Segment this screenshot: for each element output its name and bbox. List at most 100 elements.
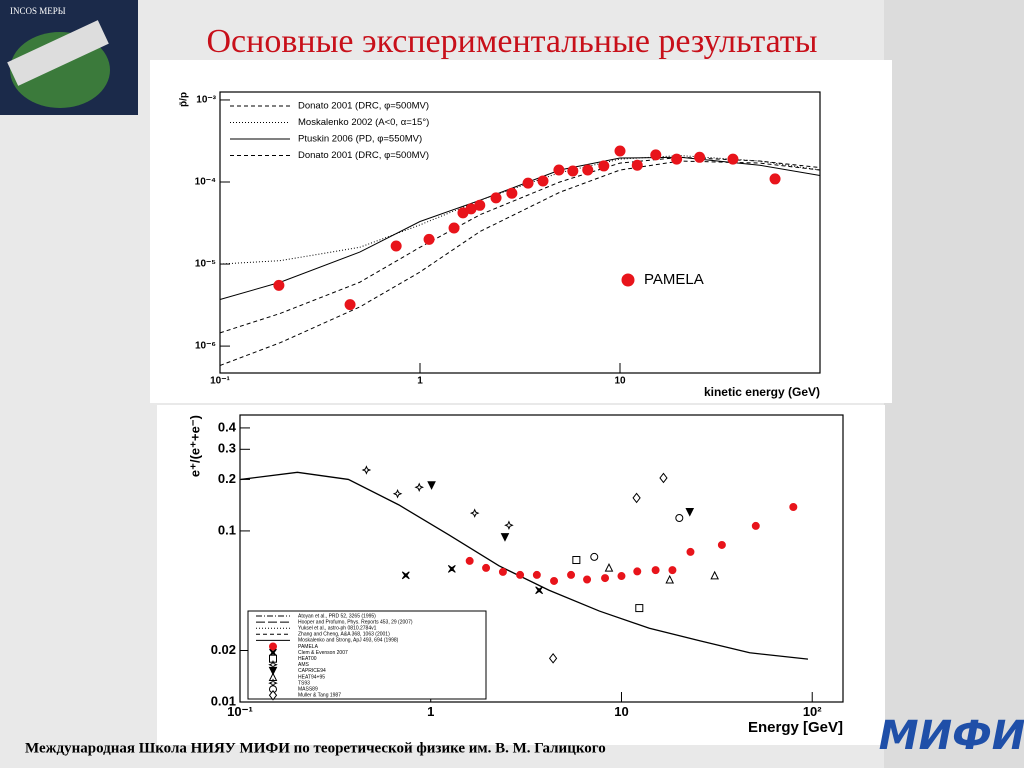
data-point xyxy=(671,153,683,165)
data-point xyxy=(675,513,684,522)
data-point xyxy=(474,199,486,211)
data-point xyxy=(268,666,278,676)
data-point xyxy=(506,187,518,199)
legend-label: Hooper and Profumo, Phys. Reports 453, 2… xyxy=(298,619,413,625)
y-axis-label: p̄/p xyxy=(179,92,190,107)
data-point xyxy=(572,556,581,565)
legend-label: Moskalenko 2002 (A<0, α=15°) xyxy=(298,117,429,128)
x-axis-label: Energy [GeV] xyxy=(748,719,843,736)
x-tick-label: 10⁻¹ xyxy=(227,704,253,719)
y-tick-label: 0.01 xyxy=(211,693,236,708)
x-tick-label: 10 xyxy=(614,376,626,387)
data-point xyxy=(686,547,695,556)
data-point xyxy=(344,299,356,311)
legend-label: Donato 2001 (DRC, φ=500MV) xyxy=(298,101,429,112)
data-point xyxy=(504,520,514,530)
data-point xyxy=(423,233,435,245)
data-point xyxy=(392,488,403,499)
data-point xyxy=(532,570,541,579)
legend-label: Clem & Evenson 2007 xyxy=(298,650,348,656)
y-axis-label: e⁺/(e⁺+e⁻) xyxy=(187,415,202,477)
data-point xyxy=(668,566,677,575)
data-point xyxy=(273,279,285,291)
data-point xyxy=(537,175,549,187)
data-point xyxy=(401,571,410,580)
legend-label: PAMELA xyxy=(644,271,704,288)
legend-label: Donato 2001 (DRC, φ=500MV) xyxy=(298,150,429,161)
data-point xyxy=(635,604,644,613)
data-point xyxy=(553,164,565,176)
data-point xyxy=(427,481,436,490)
logo-satellite xyxy=(7,20,109,86)
data-point xyxy=(694,151,706,163)
data-point xyxy=(769,173,781,185)
side-band xyxy=(884,0,1024,768)
y-tick-label: 10⁻³ xyxy=(196,95,216,106)
y-tick-label: 0.3 xyxy=(218,441,236,456)
legend-label: TS93 xyxy=(298,680,310,686)
data-point xyxy=(269,642,277,651)
data-point xyxy=(621,273,635,287)
data-point xyxy=(522,177,534,189)
data-point xyxy=(268,689,278,701)
y-tick-label: 0.1 xyxy=(218,522,236,537)
data-point xyxy=(361,465,372,475)
data-point xyxy=(617,572,626,581)
data-point xyxy=(632,492,641,504)
plot-frame xyxy=(219,91,821,374)
data-point xyxy=(567,570,576,579)
legend-label: Zhang and Cheng, A&A 368, 1063 (2001) xyxy=(298,632,390,638)
data-point xyxy=(567,165,579,177)
data-point xyxy=(448,222,460,234)
data-point xyxy=(598,160,610,172)
legend-label: HEAT00 xyxy=(298,656,317,662)
legend-label: HEAT94+95 xyxy=(298,674,325,680)
footer: Международная Школа НИЯУ МИФИ по теорети… xyxy=(25,740,606,756)
y-tick-label: 0.2 xyxy=(218,471,236,486)
x-tick-label: 10⁻¹ xyxy=(210,376,230,387)
data-point xyxy=(500,533,510,542)
y-tick-label: 10⁻⁵ xyxy=(195,259,216,270)
data-point xyxy=(631,159,643,171)
legend-label: Yuksel et al., astro-ph 0810.2784v1 xyxy=(298,626,377,632)
legend-label: Muller & Tang 1987 xyxy=(298,693,341,699)
data-point xyxy=(665,574,675,584)
legend-label: AMS xyxy=(298,662,310,668)
data-point xyxy=(614,145,626,157)
data-point xyxy=(535,586,544,595)
data-point xyxy=(601,574,610,583)
legend-label: MASS89 xyxy=(298,687,318,693)
logo-right: МИФИ xyxy=(879,713,1024,759)
data-point xyxy=(651,566,660,575)
data-point xyxy=(465,556,474,565)
data-point xyxy=(482,563,491,572)
logo-text: INCOS МЕРЫ xyxy=(10,6,66,16)
data-point xyxy=(582,164,594,176)
legend-label: Moskalenko and Strong, ApJ 493, 694 (199… xyxy=(298,638,399,644)
y-tick-label: 0.4 xyxy=(218,419,237,434)
x-tick-label: 10² xyxy=(803,704,822,719)
chart-panel xyxy=(150,60,892,403)
data-point xyxy=(590,552,599,561)
data-point xyxy=(789,502,798,511)
data-point xyxy=(498,567,507,576)
data-point xyxy=(548,653,558,664)
data-point xyxy=(550,576,559,585)
data-point xyxy=(727,153,739,165)
data-point xyxy=(414,482,424,493)
data-point xyxy=(516,570,525,579)
y-tick-label: 0.02 xyxy=(211,642,236,657)
data-point xyxy=(717,540,726,549)
data-point xyxy=(469,508,480,518)
series-line xyxy=(219,156,821,300)
y-tick-label: 10⁻⁴ xyxy=(195,177,216,188)
data-point xyxy=(751,521,760,530)
series-line xyxy=(219,155,821,265)
data-point xyxy=(633,567,642,576)
data-point xyxy=(490,192,502,204)
series-line xyxy=(240,471,809,660)
x-tick-label: 1 xyxy=(427,704,434,719)
x-axis-label: kinetic energy (GeV) xyxy=(704,385,820,399)
legend-label: PAMELA xyxy=(298,644,319,650)
